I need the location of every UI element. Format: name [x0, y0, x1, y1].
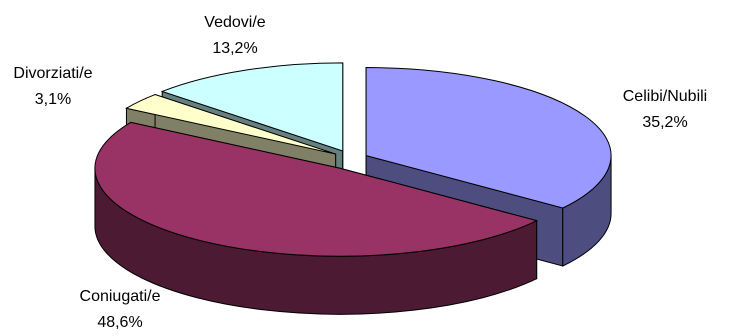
pie-slice-divorziati-e [125, 94, 336, 155]
pie-slice-celibi-nubili [365, 67, 612, 209]
slice-label-vedovi-e: Vedovi/e [204, 14, 265, 31]
pie-slice-vedovi-e [160, 62, 344, 152]
slice-label-coniugati-e: Coniugati/e [80, 288, 161, 305]
pie-tops [94, 62, 612, 257]
pie-labels: Celibi/Nubili 35,2% Coniugati/e 48,6% Divorz… [13, 14, 707, 331]
slice-value-vedovi-e: 13,2% [212, 40, 257, 57]
slice-label-celibi-nubili: Celibi/Nubili [623, 88, 707, 105]
pie-slice-coniugati-e [94, 121, 539, 257]
slice-value-coniugati-e: 48,6% [97, 314, 142, 331]
slice-value-divorziati-e: 3,1% [35, 91, 71, 108]
slice-label-divorziati-e: Divorziati/e [13, 65, 92, 82]
slice-value-celibi-nubili: 35,2% [642, 114, 687, 131]
